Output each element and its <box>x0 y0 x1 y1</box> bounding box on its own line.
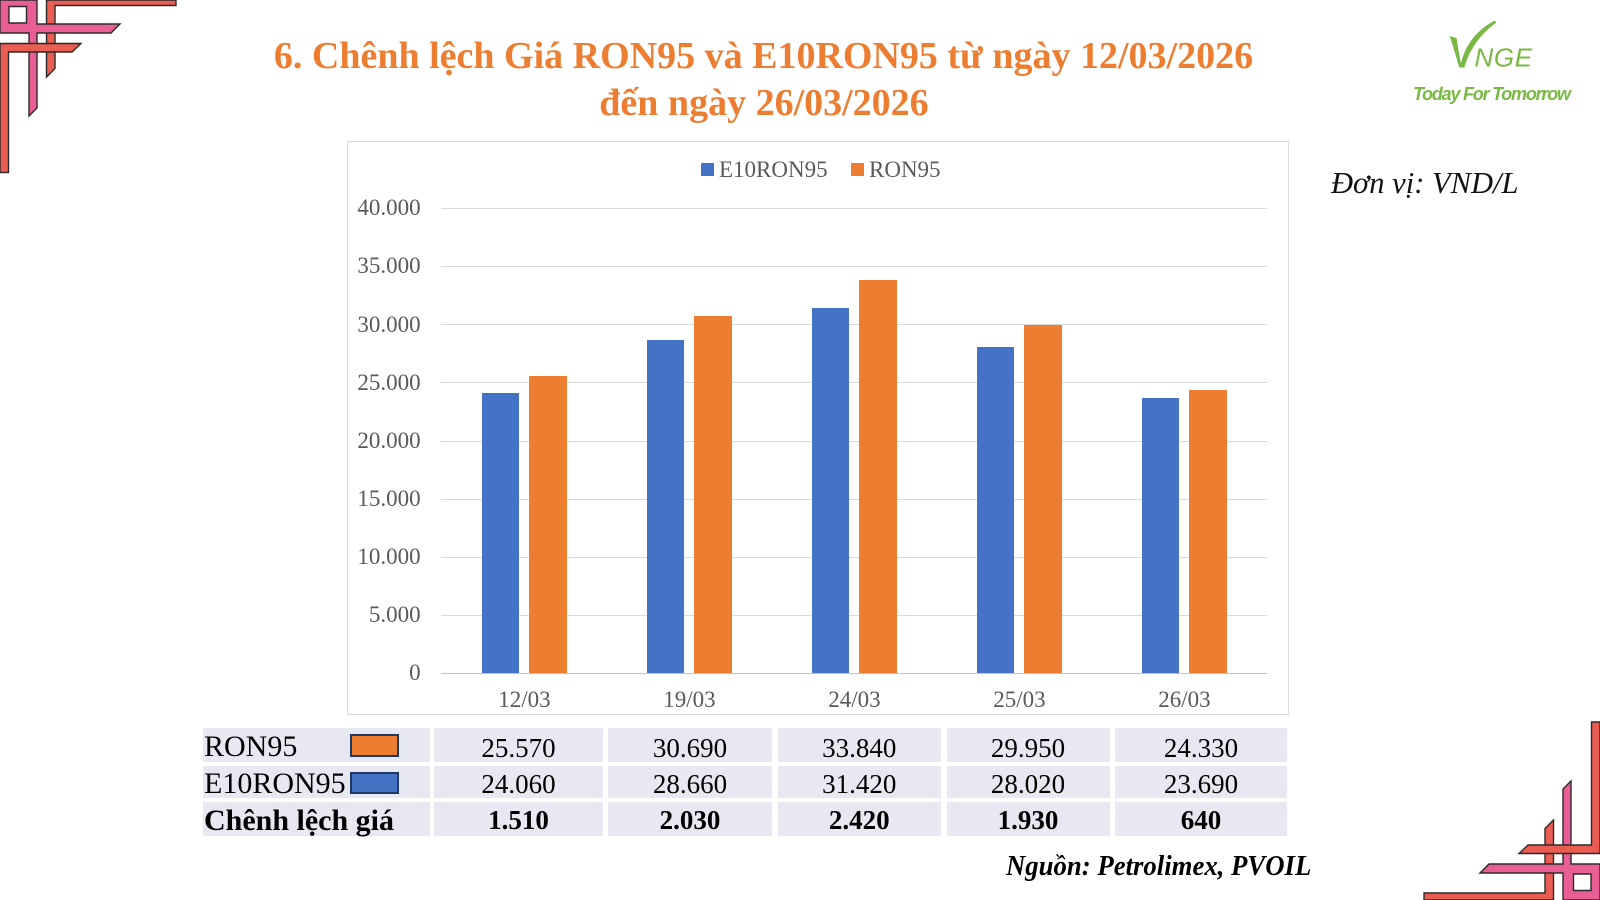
svg-text:NGE: NGE <box>1475 42 1533 72</box>
svg-text:Today For Tomorrow: Today For Tomorrow <box>1413 84 1572 104</box>
